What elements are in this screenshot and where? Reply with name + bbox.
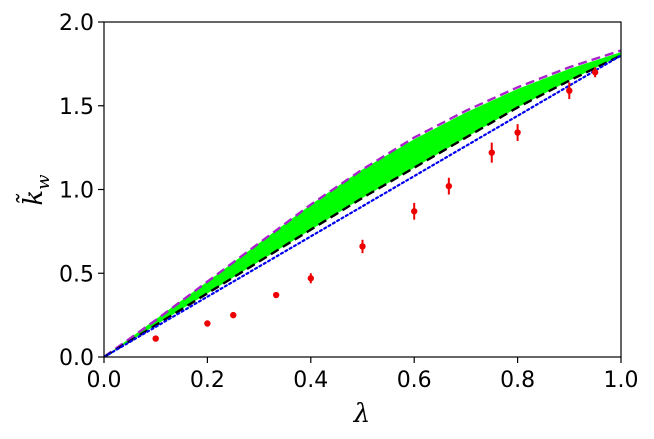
point-marker [230, 311, 237, 319]
data-point [152, 335, 159, 342]
y-tick-label: 0.0 [59, 346, 94, 371]
plot-area [104, 49, 621, 357]
y-axis-ticks: 0.0 0.5 1.0 1.5 2.0 [59, 11, 104, 371]
point-marker [411, 208, 418, 215]
data-point [359, 239, 366, 254]
data-point [230, 311, 237, 319]
data-point [411, 202, 418, 220]
point-marker [152, 335, 159, 342]
y-axis-label-subscript: w [33, 174, 54, 190]
y-axis-label: k̃w [15, 174, 54, 206]
point-marker [272, 291, 280, 299]
y-tick-label: 1.0 [59, 179, 94, 204]
curve-dashed-2 [104, 54, 621, 357]
point-marker [445, 182, 453, 190]
y-tick-label: 0.5 [59, 262, 94, 287]
data-point [591, 67, 599, 78]
point-marker [307, 275, 314, 282]
x-tick-label: 0.4 [293, 368, 328, 393]
curve-dashed-1 [104, 49, 621, 357]
point-marker [488, 149, 495, 156]
y-axis-label-main: k̃ [15, 190, 49, 206]
point-marker [204, 320, 211, 327]
data-point [488, 142, 495, 163]
x-tick-label: 0.2 [190, 368, 225, 393]
data-points [152, 67, 599, 342]
curve-dotted-3 [104, 54, 621, 357]
data-point [445, 177, 453, 195]
x-tick-label: 0.6 [397, 368, 432, 393]
point-marker [514, 129, 521, 136]
x-tick-label: 0.0 [87, 368, 122, 393]
point-marker [566, 87, 573, 94]
x-axis-ticks: 0.0 0.2 0.4 0.6 0.8 1.0 [87, 357, 639, 393]
data-point [272, 291, 280, 299]
x-tick-label: 1.0 [604, 368, 639, 393]
x-axis-label: λ [353, 399, 370, 429]
data-point [514, 124, 521, 141]
point-marker [591, 69, 599, 76]
data-point [204, 320, 211, 327]
y-tick-label: 2.0 [59, 11, 94, 36]
point-marker [359, 243, 366, 250]
data-point [566, 82, 573, 100]
curve-layer [104, 49, 621, 357]
x-tick-label: 0.8 [500, 368, 535, 393]
y-tick-label: 1.5 [59, 95, 94, 120]
data-point [307, 273, 314, 284]
